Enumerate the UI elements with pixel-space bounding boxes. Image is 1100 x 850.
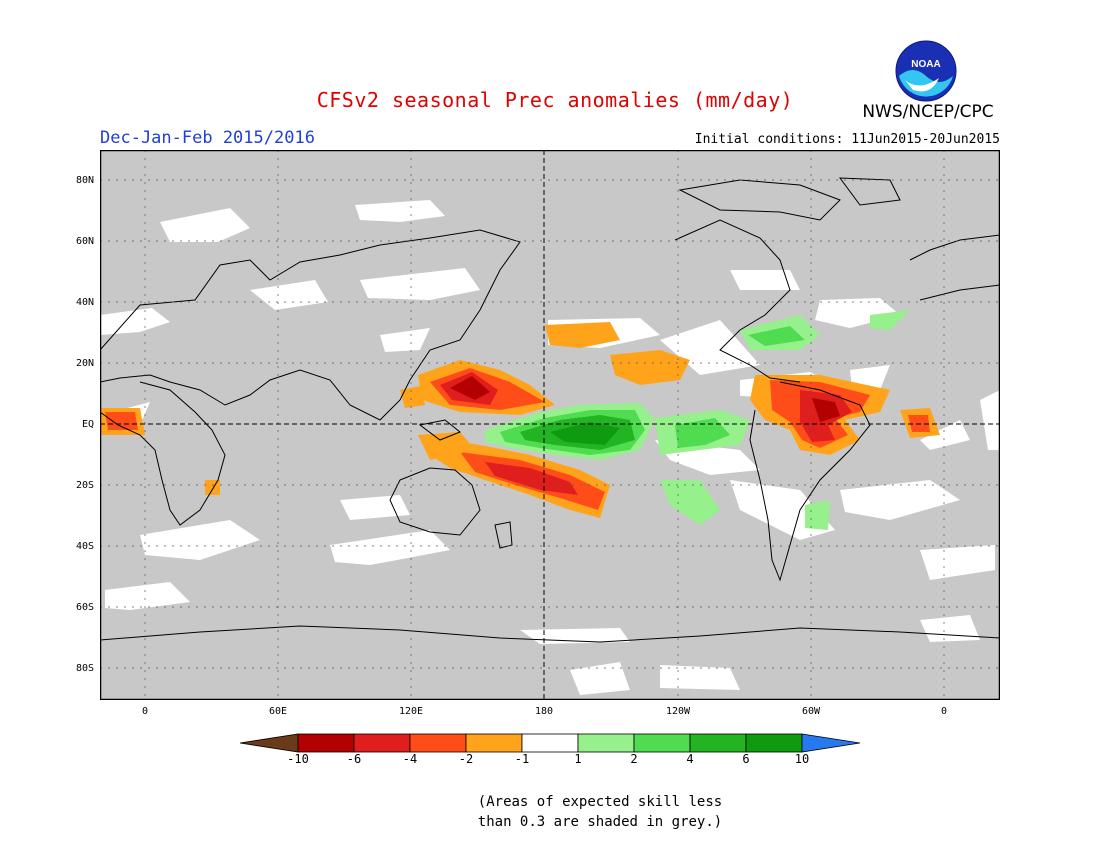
equator-dateline xyxy=(100,150,1000,700)
skill-note-line: (Areas of expected skill less xyxy=(477,794,723,810)
colorbar-tick-label: 10 xyxy=(794,752,810,766)
coastlines xyxy=(99,177,1001,643)
colorbar-bin xyxy=(521,733,579,753)
colorbar-bin xyxy=(577,733,635,753)
colorbar-tick-label: 2 xyxy=(630,752,638,766)
colorbar-bin xyxy=(409,733,467,753)
south-america-dry-anomaly xyxy=(750,375,890,455)
lat-label: 20N xyxy=(75,358,94,369)
lon-label: 0 xyxy=(141,706,149,717)
dry-anomalies xyxy=(100,322,940,518)
lat-label: 80S xyxy=(75,663,94,674)
chart-title: CFSv2 seasonal Prec anomalies (mm/day) xyxy=(316,88,794,112)
logo-text: NOAA xyxy=(911,59,940,70)
colorbar-bin xyxy=(633,733,691,753)
lon-label: 120W xyxy=(665,706,691,717)
precipitation-anomaly-map xyxy=(99,149,1001,701)
colorbar-tick-label: 4 xyxy=(686,752,694,766)
skill-note: (Areas of expected skill less than 0.3 a… xyxy=(430,792,770,832)
lon-label: 180 xyxy=(534,706,554,717)
lat-label: 80N xyxy=(75,175,94,186)
lat-label: 40S xyxy=(75,541,94,552)
colorbar-tick-label: -4 xyxy=(402,752,418,766)
colorbar-bin xyxy=(465,733,523,753)
lon-label: 120E xyxy=(398,706,424,717)
colorbar-tick-label: -1 xyxy=(514,752,530,766)
organization-label: NWS/NCEP/CPC xyxy=(862,102,994,122)
colorbar-tick-label: -2 xyxy=(458,752,474,766)
colorbar xyxy=(239,732,865,754)
lat-label: EQ xyxy=(81,419,94,430)
initial-conditions-label: Initial conditions: 11Jun2015-20Jun2015 xyxy=(694,132,1000,147)
colorbar-tick-label: 1 xyxy=(574,752,582,766)
gridlines xyxy=(100,150,1000,700)
lat-label: 40N xyxy=(75,297,94,308)
colorbar-bin xyxy=(297,733,355,753)
colorbar-low-arrow xyxy=(239,733,299,753)
colorbar-bin xyxy=(353,733,411,753)
lon-label: 60E xyxy=(268,706,288,717)
skill-note-line: than 0.3 are shaded in grey.) xyxy=(477,814,723,830)
colorbar-tick-label: -10 xyxy=(287,752,309,766)
lat-label: 20S xyxy=(75,480,94,491)
noaa-logo: NOAA xyxy=(895,40,957,102)
colorbar-tick-label: 6 xyxy=(742,752,750,766)
season-label: Dec-Jan-Feb 2015/2016 xyxy=(100,128,315,148)
colorbar-tick-label: -6 xyxy=(346,752,362,766)
colorbar-high-arrow xyxy=(801,733,861,753)
lon-label: 0 xyxy=(940,706,948,717)
lon-label: 60W xyxy=(801,706,821,717)
wet-anomalies xyxy=(485,310,910,530)
colorbar-bin xyxy=(689,733,747,753)
colorbar-bin xyxy=(745,733,803,753)
lat-label: 60S xyxy=(75,602,94,613)
lat-label: 60N xyxy=(75,236,94,247)
